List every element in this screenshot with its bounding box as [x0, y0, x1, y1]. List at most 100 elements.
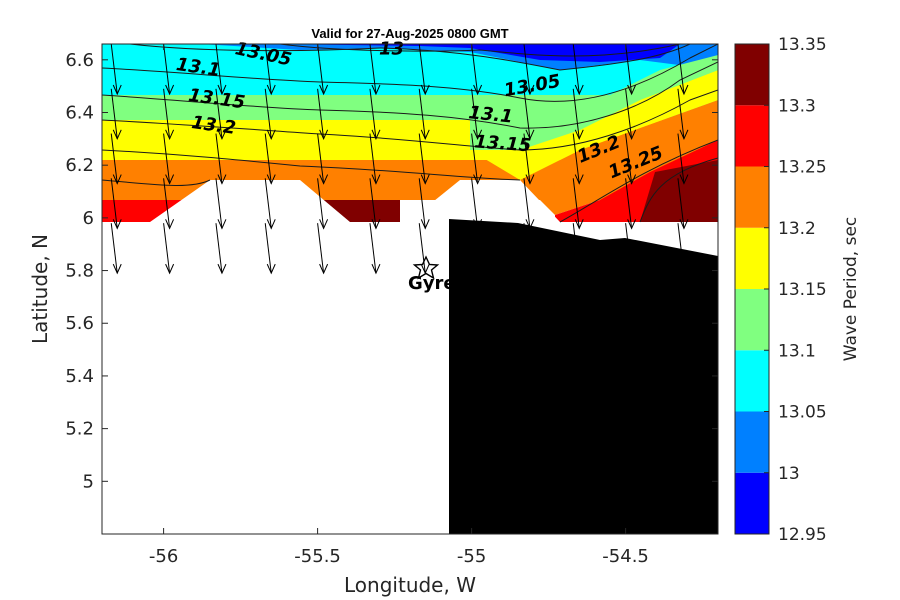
- vector-arrow: [677, 178, 689, 230]
- x-tick-label: -55.5: [294, 546, 341, 567]
- vector-arrow: [572, 133, 584, 185]
- contour-fill-layer: [102, 44, 718, 534]
- colorbar-label: Wave Period, sec: [841, 217, 861, 362]
- colorbar: 12.95 13 13.05 13.1 13.15 13.2 13.25 13.3 13.35: [734, 35, 827, 545]
- vector-arrow: [677, 133, 689, 185]
- x-axis: -56 -55.5 -55 -54.5: [149, 44, 649, 567]
- contour-label: 13.1: [467, 102, 513, 128]
- vector-arrow: [369, 88, 381, 141]
- vector-arrow: [110, 44, 122, 96]
- vector-arrow: [369, 223, 381, 275]
- vector-arrow: [471, 223, 483, 275]
- vector-arrow: [264, 133, 276, 185]
- colorbar-tick-label: 13.05: [778, 403, 827, 423]
- colorbar-swatch: [735, 44, 769, 106]
- vector-arrow: [625, 133, 637, 185]
- contour-label: 13: [379, 39, 404, 60]
- colorbar-swatch: [735, 227, 769, 289]
- colorbar-tick-label: 12.95: [778, 525, 827, 545]
- colorbar-swatch: [735, 166, 769, 228]
- y-tick-label: 6.4: [65, 102, 94, 123]
- y-tick-label: 5: [83, 471, 94, 492]
- chart-title: Valid for 27-Aug-2025 0800 GMT: [311, 26, 508, 41]
- vector-arrow: [110, 133, 122, 185]
- vector-arrow: [523, 44, 535, 96]
- y-axis-label: Latitude, N: [28, 234, 52, 344]
- vector-arrow: [418, 88, 430, 141]
- vector-arrow: [163, 178, 175, 230]
- y-tick-label: 6.6: [65, 50, 94, 71]
- vector-arrow: [163, 133, 175, 185]
- y-tick-label: 5.6: [65, 313, 94, 334]
- colorbar-swatch: [735, 411, 769, 473]
- vector-arrow: [215, 44, 227, 96]
- x-axis-label: Longitude, W: [344, 573, 476, 597]
- vector-arrow: [163, 88, 175, 141]
- y-tick-label: 5.8: [65, 261, 94, 282]
- vector-arrow: [471, 88, 483, 141]
- vector-arrow: [215, 133, 227, 185]
- vector-arrow: [572, 178, 584, 230]
- vector-arrow: [215, 178, 227, 230]
- station-star-icon: [412, 255, 440, 280]
- vector-arrow: [523, 223, 535, 275]
- band-13.15-13.2-east: [470, 70, 718, 180]
- colorbar-tick-label: 13.1: [778, 341, 816, 361]
- vector-arrow: [625, 223, 637, 275]
- vector-arrow: [215, 88, 227, 141]
- band-13.2-13.25-east: [520, 100, 718, 215]
- y-tick-label: 6: [83, 208, 94, 229]
- plot-frame: [101, 43, 719, 535]
- land-mask-east: [449, 219, 718, 534]
- station-label: Gyre: [408, 273, 456, 294]
- vector-arrow: [418, 178, 430, 230]
- vector-arrow: [471, 44, 483, 96]
- y-axis: 5 5.2 5.4 5.6 5.8 6 6.2 6.4 6.6: [65, 50, 718, 492]
- y-tick-label: 5.2: [65, 419, 94, 440]
- vector-arrow: [572, 88, 584, 141]
- colorbar-tick-label: 13.2: [778, 219, 816, 239]
- vector-arrow: [471, 133, 483, 185]
- vector-arrow: [418, 44, 430, 96]
- x-tick-label: -56: [149, 546, 178, 567]
- vector-arrow: [317, 178, 329, 230]
- colorbar-swatch: [735, 350, 769, 412]
- colorbar-tick-label: 13.3: [778, 96, 816, 116]
- contour-label: 13.15: [474, 131, 532, 156]
- colorbar-tick-label: 13.25: [778, 158, 827, 178]
- vector-arrow: [369, 44, 381, 96]
- colorbar-swatch: [735, 472, 769, 534]
- x-tick-label: -54.5: [602, 546, 649, 567]
- vector-arrow: [572, 223, 584, 275]
- vector-arrow: [523, 88, 535, 141]
- vector-arrow: [163, 223, 175, 275]
- colorbar-swatch: [735, 289, 769, 351]
- vector-arrow: [264, 44, 276, 96]
- vector-arrow: [264, 178, 276, 230]
- vector-arrow: [264, 88, 276, 141]
- colorbar-tick-label: 13.15: [778, 280, 827, 300]
- vector-arrow: [418, 133, 430, 185]
- station-marker: Gyre: [408, 255, 456, 294]
- vector-arrow: [317, 133, 329, 185]
- y-tick-label: 5.4: [65, 366, 94, 387]
- colorbar-tick-label: 13: [778, 464, 800, 484]
- vector-arrow: [677, 223, 689, 275]
- vector-arrow: [677, 88, 689, 141]
- vector-arrow: [317, 44, 329, 96]
- vector-arrow: [471, 178, 483, 230]
- x-tick-label: -55: [457, 546, 486, 567]
- vector-arrow: [523, 133, 535, 185]
- vector-arrow: [677, 44, 689, 96]
- vector-arrow: [110, 88, 122, 141]
- vector-clip-group: [110, 44, 689, 275]
- band-13.1-east: [470, 55, 718, 150]
- vector-arrow: [369, 133, 381, 185]
- vector-arrow: [215, 223, 227, 275]
- vector-arrow: [317, 88, 329, 141]
- vector-arrow: [317, 223, 329, 275]
- vector-arrow: [369, 178, 381, 230]
- vector-arrow: [523, 178, 535, 230]
